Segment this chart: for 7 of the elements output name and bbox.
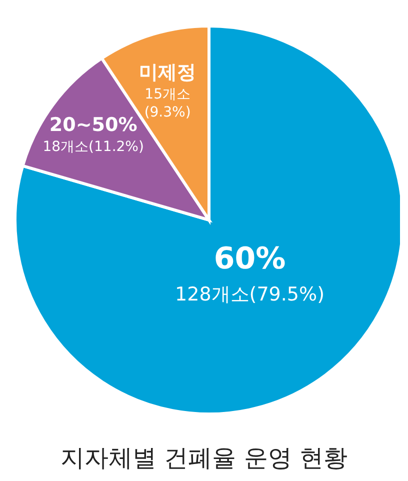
slice-label: 20~50%: [49, 114, 138, 136]
slice-label: 미제정: [139, 62, 196, 84]
text: 지자체별 건폐율 운영 현황: [60, 443, 348, 474]
data-label: 128개소(79.5%): [175, 283, 324, 306]
slice-label: 60%: [214, 241, 286, 276]
data-label: 18개소(11.2%): [42, 138, 144, 155]
data-label: 15개소(9.3%): [144, 86, 191, 121]
